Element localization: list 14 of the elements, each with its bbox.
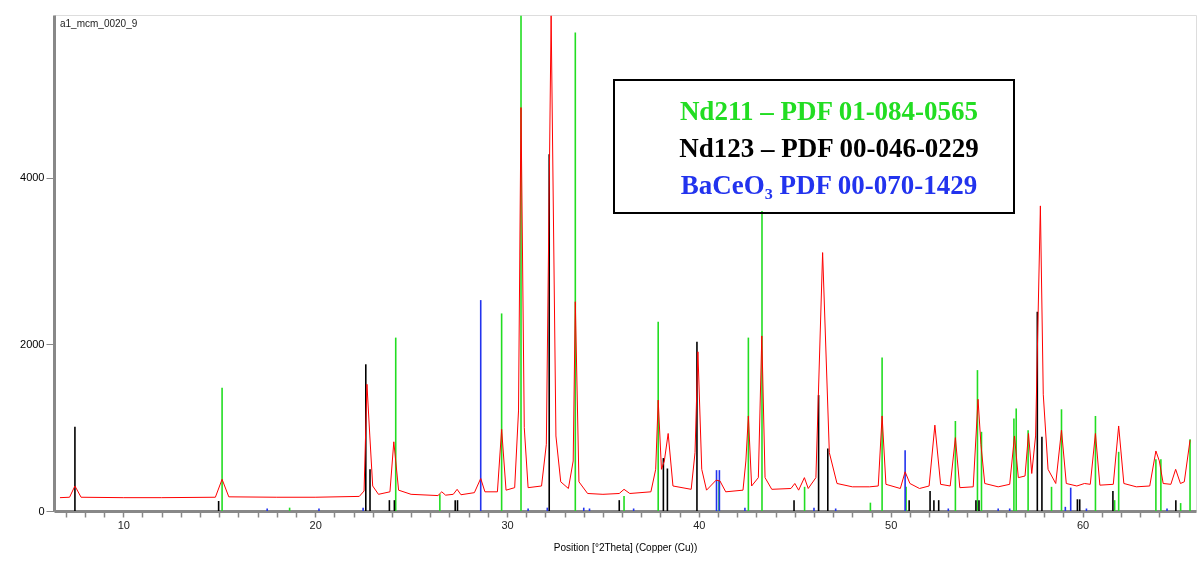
x-tick-label: 10 xyxy=(117,518,130,531)
chart-title: a1_mcm_0020_9 xyxy=(60,18,138,29)
x-tick-label: 50 xyxy=(885,518,898,531)
x-axis-title: Position [°2Theta] (Copper (Cu)) xyxy=(553,541,698,553)
text: BaCeO₃ PDF 00-070-1429 xyxy=(680,169,978,200)
y-tick-label: 2000 xyxy=(20,337,45,350)
x-tick-label: 60 xyxy=(1076,518,1090,531)
x-tick-label: 20 xyxy=(309,518,322,531)
x-tick-label: 40 xyxy=(693,518,706,531)
y-tick-label: 4000 xyxy=(20,171,45,184)
text: Nd211 – PDF 01-084-0565 xyxy=(679,95,979,126)
y-tick-label: 0 xyxy=(38,504,45,517)
x-tick-label: 30 xyxy=(501,518,514,531)
text: Nd123 – PDF 00-046-0229 xyxy=(679,132,979,163)
